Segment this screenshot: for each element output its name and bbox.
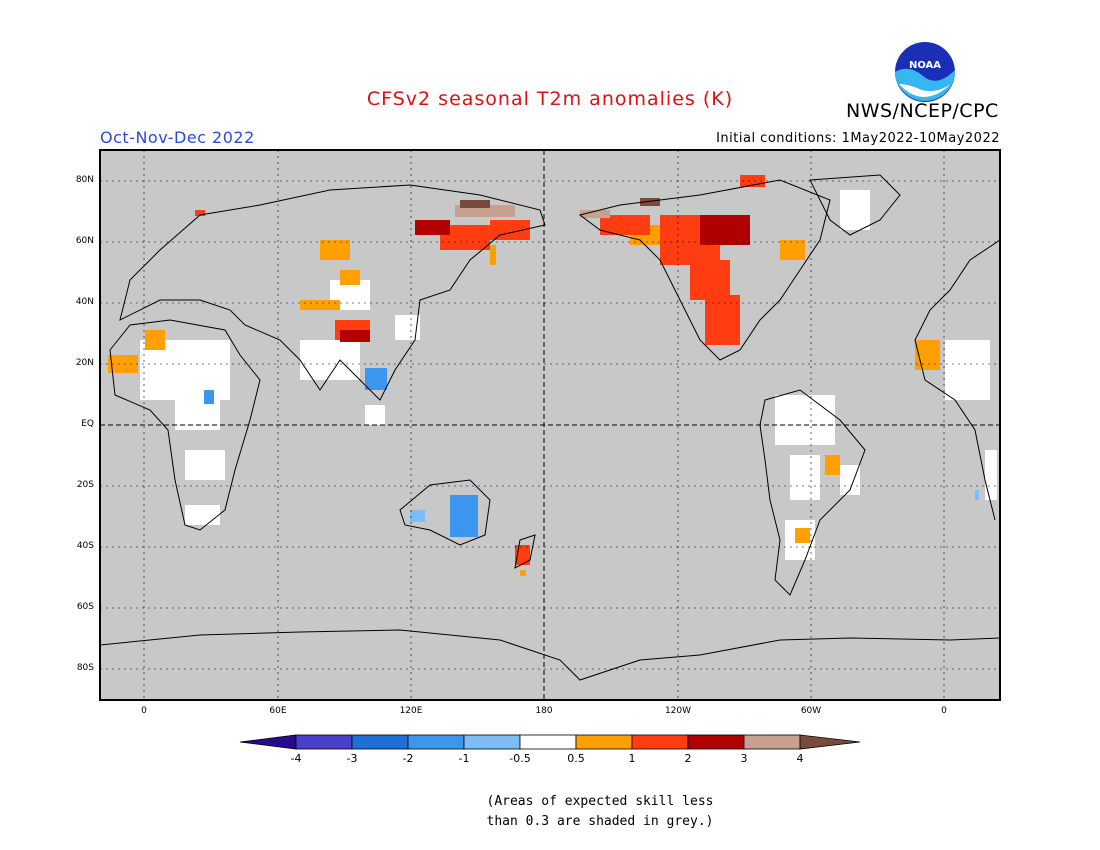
lon-label: 120W <box>664 706 692 716</box>
colorbar-label: -3 <box>346 752 358 765</box>
lon-label: 180 <box>535 706 553 716</box>
organization-label: NWS/NCEP/CPC <box>846 100 999 122</box>
lon-label: 0 <box>141 706 147 716</box>
colorbar-label: 3 <box>740 752 748 765</box>
colorbar-label: -2 <box>402 752 414 765</box>
lat-label: 80N <box>75 175 94 185</box>
coastlines <box>99 174 1001 681</box>
colorbar <box>239 734 861 750</box>
lat-label: 40S <box>76 541 94 551</box>
initial-conditions-label: Initial conditions: 1May2022-10May2022 <box>716 131 1000 146</box>
reference-lines <box>100 150 1000 700</box>
graticule <box>100 150 1000 700</box>
lat-label: 80S <box>76 663 94 673</box>
colorbar-right-arrow <box>799 734 861 750</box>
lat-label: 60S <box>76 602 94 612</box>
page-title: CFSv2 seasonal T2m anomalies (K) <box>366 88 734 110</box>
lat-label: 20S <box>76 480 94 490</box>
colorbar-label: -0.5 <box>509 752 531 765</box>
noaa-logo: NOAA <box>895 42 956 102</box>
lon-label: 60W <box>800 706 822 716</box>
lat-label: 60N <box>75 236 94 246</box>
lon-label: 0 <box>941 706 947 716</box>
colorbar-label: -4 <box>290 752 302 765</box>
lat-label: 20N <box>75 358 94 368</box>
footnote-line-2: than 0.3 are shaded in grey.) <box>486 814 714 829</box>
footnote-line-1: (Areas of expected skill less <box>486 794 714 809</box>
anomaly-shading <box>108 175 997 576</box>
lon-label: 120E <box>399 706 423 716</box>
colorbar-label: 0.5 <box>567 752 585 765</box>
logo-lettering: NOAA <box>909 60 941 71</box>
lat-label: 40N <box>75 297 94 307</box>
colorbar-label: 2 <box>684 752 692 765</box>
colorbar-label: -1 <box>458 752 470 765</box>
lon-label: 60E <box>269 706 287 716</box>
colorbar-label: 1 <box>628 752 636 765</box>
colorbar-label: 4 <box>796 752 804 765</box>
skill-footnote: (Areas of expected skill less than 0.3 a… <box>440 792 760 832</box>
season-label: Oct-Nov-Dec 2022 <box>100 128 255 147</box>
lat-label: EQ <box>81 419 94 429</box>
colorbar-left-arrow <box>239 734 297 750</box>
